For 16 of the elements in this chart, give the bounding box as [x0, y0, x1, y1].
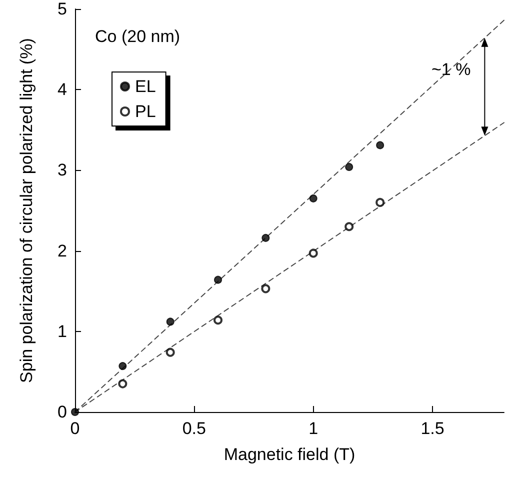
y-tick-label: 2 — [58, 241, 67, 260]
annotation: Co (20 nm) — [95, 27, 180, 46]
x-axis-title: Magnetic field (T) — [224, 445, 356, 464]
x-tick-label: 1.5 — [420, 419, 444, 438]
legend-label: PL — [135, 102, 156, 121]
x-tick-label: 0.5 — [182, 419, 206, 438]
y-tick-label: 4 — [58, 80, 67, 100]
annotation: ~1 % — [431, 60, 471, 79]
y-tick-label: 0 — [58, 402, 67, 422]
y-tick-label: 1 — [58, 322, 67, 341]
y-tick-label: 3 — [58, 160, 67, 180]
x-tick-label: 1 — [308, 419, 318, 438]
x-tick-label: 0 — [70, 419, 80, 438]
legend-label: EL — [135, 77, 156, 96]
y-axis-title: Spin polarization of circular polarized light (%) — [17, 38, 36, 383]
y-tick-label: 5 — [58, 0, 67, 18]
